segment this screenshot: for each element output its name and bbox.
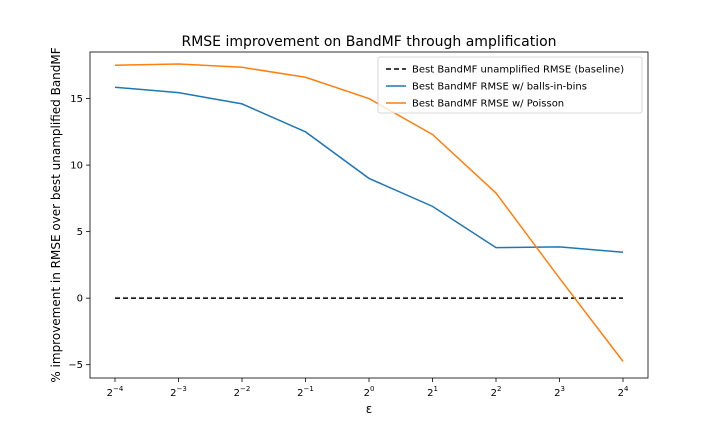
y-axis-label: % improvement in RMSE over best unamplif… [49, 47, 63, 382]
y-axis: −5 0 5 10 15 [68, 94, 90, 371]
x-tick-label: 22 [491, 385, 502, 399]
x-axis: 2−4 2−3 2−2 2−1 20 21 22 23 24 [107, 378, 629, 399]
series-line-1 [114, 86, 624, 254]
x-axis-label: ε [366, 402, 373, 416]
legend: Best BandMF unamplified RMSE (baseline) B… [377, 56, 643, 114]
legend-label-2: Best BandMF RMSE w/ Poisson [412, 99, 564, 110]
x-tick-label: 2−3 [170, 385, 187, 399]
x-tick-label: 2−4 [107, 385, 124, 399]
y-tick-label: 5 [77, 227, 83, 238]
legend-label-1: Best BandMF RMSE w/ balls-in-bins [412, 82, 587, 93]
x-tick-label: 24 [618, 385, 629, 399]
legend-label-0: Best BandMF unamplified RMSE (baseline) [412, 65, 624, 76]
x-tick-label: 2−1 [297, 385, 314, 399]
legend-box [377, 56, 643, 114]
y-tick-label: 15 [70, 94, 83, 105]
y-tick-label: −5 [68, 360, 83, 371]
chart-title: RMSE improvement on BandMF through ampli… [181, 34, 556, 50]
series-line-2 [114, 63, 624, 362]
x-tick-label: 2−2 [234, 385, 251, 399]
x-tick-label: 20 [364, 385, 375, 399]
x-tick-label: 21 [427, 385, 438, 399]
plot-area [114, 63, 624, 362]
y-tick-label: 0 [77, 294, 83, 305]
x-tick-label: 23 [554, 385, 565, 399]
y-tick-label: 10 [70, 161, 83, 172]
